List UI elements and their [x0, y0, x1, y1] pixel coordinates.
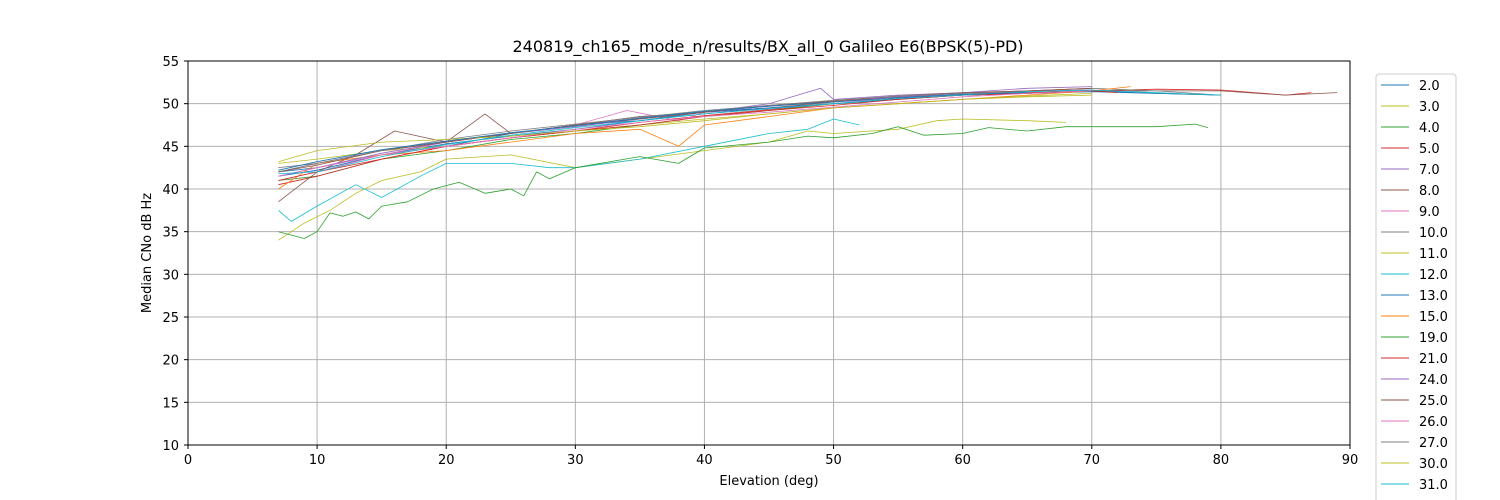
- x-tick-label: 40: [696, 453, 713, 468]
- series-lines: [278, 86, 1338, 241]
- legend-entry-label: 19.0: [1419, 331, 1448, 346]
- legend-entry-label: 10.0: [1419, 226, 1448, 241]
- series-line-30.0: [278, 93, 1092, 163]
- y-tick-label: 30: [162, 268, 179, 283]
- y-tick-label: 20: [162, 354, 179, 369]
- legend-entry-label: 26.0: [1419, 415, 1448, 430]
- y-tick-label: 40: [162, 183, 179, 198]
- legend-entry-label: 25.0: [1419, 394, 1448, 409]
- legend-entry-label: 30.0: [1419, 457, 1448, 472]
- series-line-26.0: [278, 90, 1092, 177]
- x-tick-label: 20: [438, 453, 455, 468]
- y-axis-label: Median CNo dB Hz: [140, 193, 155, 313]
- legend-entry-label: 9.0: [1419, 205, 1440, 220]
- x-tick-label: 30: [567, 453, 584, 468]
- legend-entry-label: 2.0: [1419, 79, 1440, 94]
- y-tick-label: 35: [162, 226, 179, 241]
- series-line-31.0: [278, 89, 1221, 174]
- legend-entry-label: 24.0: [1419, 373, 1448, 388]
- x-tick-label: 0: [184, 453, 192, 468]
- series-line-12.0: [278, 118, 860, 222]
- series-line-33.0: [278, 92, 1028, 171]
- x-axis-label: Elevation (deg): [719, 474, 818, 489]
- legend-entry-label: 27.0: [1419, 436, 1448, 451]
- x-tick-label: 10: [309, 453, 326, 468]
- legend: 2.0 3.0 4.0 5.0 7.0 8.0 9.0 10.0 11.0 12.0 13.0 15.…: [1375, 73, 1457, 500]
- y-tick-label: 25: [162, 311, 179, 326]
- legend-entry-label: 7.0: [1419, 163, 1440, 178]
- legend-entry-label: 8.0: [1419, 184, 1440, 199]
- x-tick-label: 50: [825, 453, 842, 468]
- legend-entry-label: 5.0: [1419, 142, 1440, 157]
- chart-title: 240819_ch165_mode_n/results/BX_all_0 Gal…: [512, 37, 1023, 57]
- legend-entry-label: 15.0: [1419, 310, 1448, 325]
- y-tick-label: 10: [162, 439, 179, 454]
- legend-box: [1375, 73, 1457, 500]
- legend-entry-label: 4.0: [1419, 121, 1440, 136]
- x-tick-label: 90: [1342, 453, 1359, 468]
- y-axis-ticks: 10 15 20 25 30 35 40 45 50 55: [162, 55, 188, 454]
- legend-entry-label: 21.0: [1419, 352, 1448, 367]
- y-tick-label: 15: [162, 396, 179, 411]
- legend-entry-label: 3.0: [1419, 100, 1440, 115]
- legend-entry-label: 13.0: [1419, 289, 1448, 304]
- legend-entry-label: 11.0: [1419, 247, 1448, 262]
- y-tick-label: 45: [162, 140, 179, 155]
- x-tick-label: 70: [1084, 453, 1101, 468]
- plot-frame: [187, 60, 1351, 446]
- y-tick-label: 55: [162, 55, 179, 70]
- series-line-19.0: [278, 123, 1209, 239]
- legend-entry-label: 12.0: [1419, 268, 1448, 283]
- legend-entry-label: 31.0: [1419, 478, 1448, 493]
- x-tick-label: 60: [954, 453, 971, 468]
- series-line-27.0: [278, 89, 1092, 169]
- series-line-25.0: [278, 87, 1092, 173]
- y-tick-label: 50: [162, 98, 179, 113]
- x-axis-ticks: 0 10 20 30 40 50 60 70 80 90: [184, 445, 1358, 468]
- x-tick-label: 80: [1213, 453, 1230, 468]
